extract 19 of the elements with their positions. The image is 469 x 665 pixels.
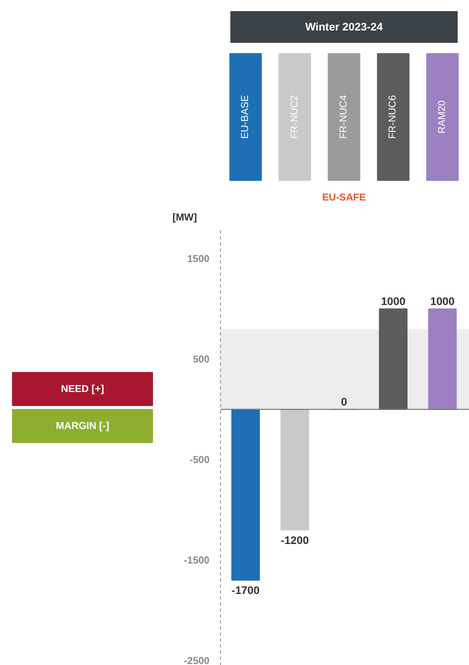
chart-title: Winter 2023-24 — [305, 22, 384, 34]
data-label: 1000 — [380, 296, 406, 308]
text: MARGIN [-] — [56, 421, 110, 432]
y-tick-label: 1500 — [187, 254, 210, 266]
x-tick-label: RAM20 — [436, 100, 448, 134]
data-label: 1000 — [430, 296, 455, 308]
x-tick-label: FR-NUC6 — [388, 94, 399, 139]
y-tick-label: 500 — [192, 354, 210, 366]
y-axis-title: [MW] — [172, 212, 197, 224]
data-label: 0 — [340, 396, 348, 408]
data-label: -1700 — [232, 585, 260, 598]
x-tick-label: FR-NUC4 — [338, 94, 350, 139]
text: EU-SAFE — [322, 192, 366, 204]
y-tick-label: -1500 — [184, 556, 210, 567]
x-tick-label: EU-BASE — [240, 94, 252, 139]
y-tick-label: -2500 — [184, 656, 210, 665]
text: NEED [+] — [60, 384, 104, 395]
y-tick-label: -500 — [189, 455, 210, 466]
data-label: -1200 — [280, 534, 309, 547]
